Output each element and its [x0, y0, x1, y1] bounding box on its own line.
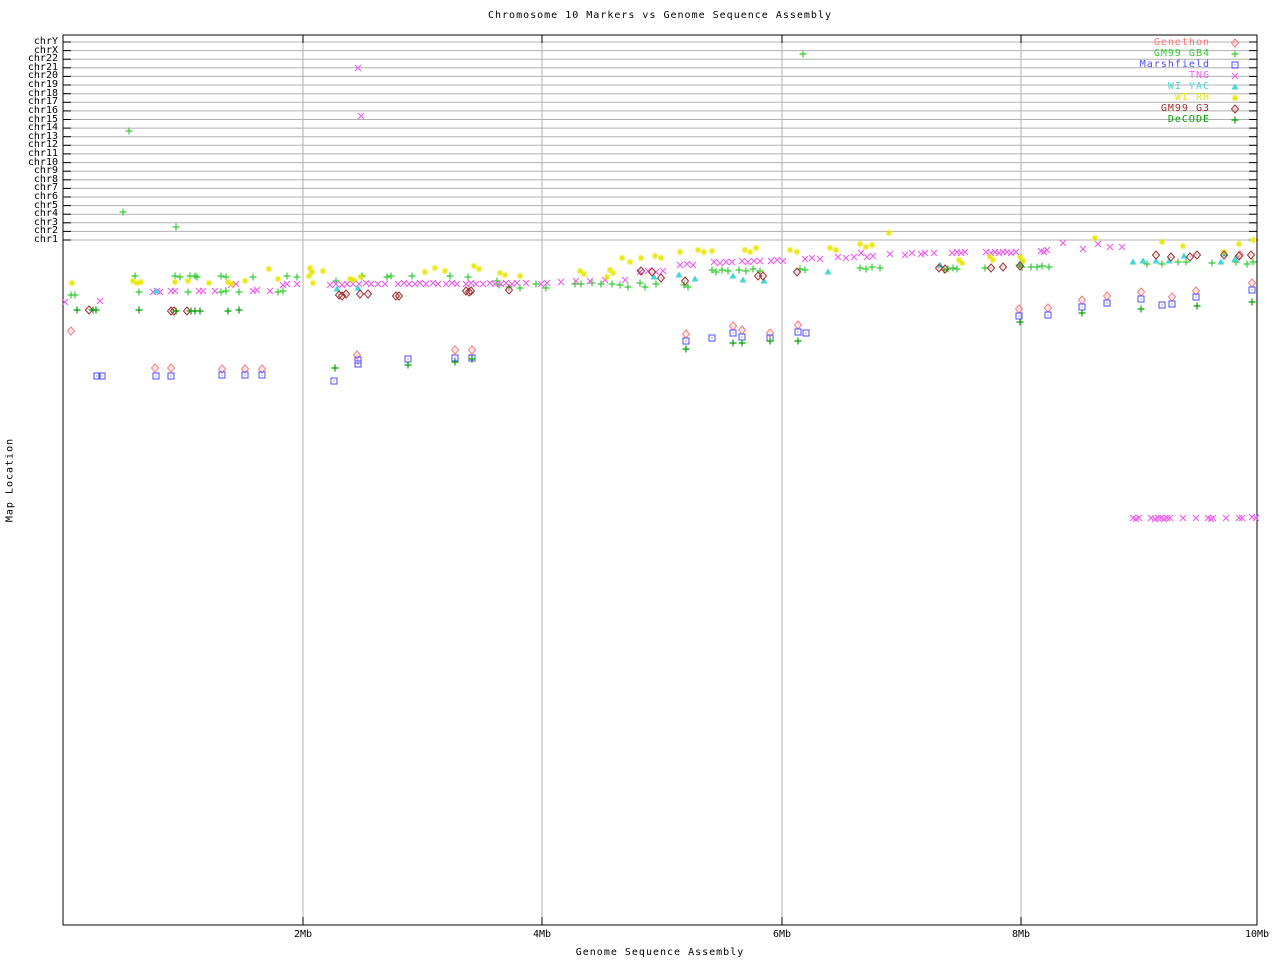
y-tick-label: chr15: [27, 113, 58, 125]
legend-label: Genethon: [1153, 37, 1210, 48]
x-tick-label: 8Mb: [1011, 929, 1031, 940]
y-tick-label: chr18: [27, 87, 58, 99]
legend-item: DeCODE: [1140, 114, 1250, 125]
y-tick-label: chrX: [33, 44, 58, 56]
legend: Genethon GM99 GB4 Marshfield TNG WI YAC WI RH…: [1140, 37, 1250, 125]
series-gm99-gb4: [67, 50, 1257, 299]
y-tick-label: chr7: [33, 182, 58, 194]
y-tick-label: chrY: [33, 36, 58, 47]
y-tick-label: chr5: [33, 199, 58, 211]
legend-marker-triangle-icon: [1231, 83, 1239, 89]
legend-marker-diamond-open-icon: [1230, 103, 1240, 114]
legend-item: GM99 G3: [1140, 103, 1250, 114]
y-tick-label: chr11: [27, 147, 58, 159]
series-marshfield: [93, 286, 1256, 385]
y-tick-label: chr19: [27, 79, 58, 90]
x-tick-label: 10Mb: [1244, 929, 1270, 940]
y-tick-label: chr6: [33, 191, 58, 202]
legend-label: Marshfield: [1139, 59, 1210, 70]
legend-item: WI YAC: [1140, 81, 1250, 92]
y-tick-label: chr10: [27, 156, 58, 168]
x-tick-label: 6Mb: [772, 929, 792, 940]
y-tick-label: chr3: [33, 216, 58, 228]
y-tick-label: chr21: [27, 61, 58, 73]
legend-item: WI RH: [1140, 92, 1250, 103]
y-tick-label: chr9: [33, 165, 58, 177]
y-tick-label: chr20: [27, 70, 58, 82]
legend-label: GM99 G3: [1160, 103, 1210, 114]
y-tick-label: chr8: [33, 173, 58, 185]
legend-label: GM99 GB4: [1153, 48, 1210, 59]
y-tick-label: chr1: [33, 234, 58, 245]
legend-item: Genethon: [1140, 37, 1250, 48]
y-tick-label: chr13: [27, 130, 58, 142]
y-tick-label: chr4: [33, 208, 58, 220]
series-gm99-g3: [84, 250, 1256, 316]
legend-marker-plus-icon: [1231, 116, 1239, 123]
legend-marker-cross-icon: [1231, 72, 1239, 79]
legend-label: TNG: [1188, 70, 1210, 81]
legend-marker-plus-icon: [1231, 50, 1239, 57]
y-tick-label: chr17: [27, 96, 58, 108]
plot-border: [62, 34, 1258, 926]
series-tng: [61, 64, 1260, 523]
x-axis-title: Genome Sequence Assembly: [575, 947, 745, 958]
legend-marker-asterisk-icon: [1231, 94, 1239, 101]
legend-label: WI RH: [1174, 92, 1210, 103]
y-tick-label: chr14: [27, 122, 58, 134]
legend-marker-square-dot-icon: [1231, 61, 1239, 68]
legend-marker-diamond-open-icon: [1230, 37, 1240, 48]
x-tick-label: 2Mb: [293, 929, 313, 940]
series-wi-rh: [68, 229, 1257, 288]
y-tick-label: chr12: [27, 139, 58, 151]
chart-title: Chromosome 10 Markers vs Genome Sequence…: [487, 10, 832, 21]
legend-label: WI YAC: [1167, 81, 1210, 92]
y-tick-label: chr22: [27, 53, 58, 65]
series-decode: [73, 298, 1256, 372]
legend-item: TNG: [1140, 70, 1250, 81]
legend-item: GM99 GB4: [1140, 48, 1250, 59]
legend-item: Marshfield: [1140, 59, 1250, 70]
legend-label: DeCODE: [1167, 114, 1210, 125]
y-tick-label: chr16: [27, 104, 58, 116]
series-wi-yac: [152, 250, 1239, 294]
y-tick-label: chr2: [33, 225, 58, 237]
x-tick-label: 4Mb: [532, 929, 552, 940]
